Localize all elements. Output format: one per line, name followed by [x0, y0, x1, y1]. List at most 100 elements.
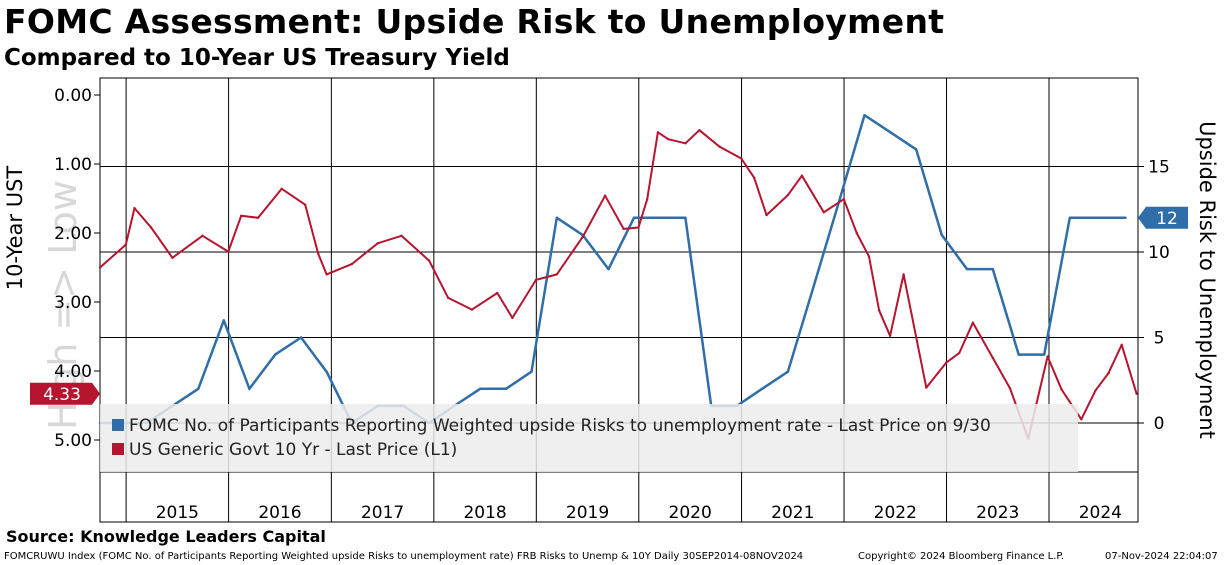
chart-subtitle: Compared to 10-Year US Treasury Yield: [4, 45, 510, 71]
treasury-point-32: [718, 145, 721, 148]
treasury-point-13: [350, 262, 353, 266]
fomc-point-36: [1068, 216, 1072, 219]
x-tick-label-2022: 2022: [874, 503, 917, 523]
fomc-point-19: [607, 267, 610, 271]
treasury-point-24: [603, 194, 607, 197]
x-tick-label-2020: 2020: [669, 503, 712, 523]
fomc-point-37: [1094, 216, 1097, 219]
chart-title: FOMC Assessment: Upside Risk to Unemploy…: [4, 2, 945, 41]
treasury-point-52: [1046, 355, 1049, 358]
fomc-point-6: [274, 353, 277, 356]
fomc-point-29: [889, 131, 892, 134]
right-last-value-tag: [1138, 206, 1188, 229]
left-tick-label-5: 5.00: [54, 431, 92, 451]
x-tick-label-2023: 2023: [976, 503, 1019, 523]
treasury-point-22: [555, 273, 558, 276]
treasury-point-10: [304, 203, 307, 206]
treasury-point-33: [740, 157, 743, 160]
footer-security-info: FOMCRUWU Index (FOMC No. of Participants…: [4, 551, 804, 562]
fomc-point-34: [1017, 353, 1020, 356]
treasury-point-6: [227, 250, 230, 253]
treasury-point-48: [971, 321, 975, 324]
treasury-point-35: [765, 213, 768, 217]
treasury-point-49: [991, 356, 994, 360]
legend-swatch-0: [112, 419, 124, 431]
fomc-point-4: [222, 319, 225, 322]
left-tick-label-2: 2.00: [54, 224, 92, 244]
legend: FOMC No. of Participants Reporting Weigh…: [100, 404, 1078, 472]
right-tick-label-1: 5: [1154, 329, 1165, 349]
treasury-point-23: [581, 235, 584, 239]
treasury-point-55: [1094, 389, 1097, 392]
treasury-point-38: [822, 211, 825, 214]
treasury-point-39: [842, 198, 845, 201]
footer-copyright: Copyright© 2024 Bloomberg Finance L.P.: [858, 551, 1065, 562]
fomc-point-16: [530, 370, 533, 373]
treasury-point-17: [447, 296, 450, 300]
treasury-point-43: [888, 334, 892, 337]
x-tick-label-2019: 2019: [566, 503, 609, 523]
fomc-point-5: [248, 387, 251, 390]
x-tick-label-2016: 2016: [258, 503, 301, 523]
treasury-point-47: [958, 351, 961, 355]
treasury-point-18: [470, 308, 474, 311]
treasury-point-7: [240, 214, 243, 217]
left-last-value-label: 4.33: [43, 385, 81, 405]
treasury-point-19: [496, 291, 499, 295]
x-tick-label-2018: 2018: [463, 503, 506, 523]
treasury-point-40: [855, 231, 858, 235]
legend-label-0: FOMC No. of Participants Reporting Weigh…: [129, 416, 991, 436]
treasury-point-1: [124, 243, 128, 246]
treasury-point-21: [534, 278, 538, 282]
treasury-point-46: [945, 361, 948, 364]
right-axis-title: Upside Risk to Unemployment: [1195, 121, 1219, 439]
treasury-point-28: [656, 131, 660, 134]
fomc-point-25: [786, 370, 790, 373]
fomc-point-14: [479, 387, 482, 390]
fomc-point-3: [197, 387, 200, 390]
treasury-point-45: [925, 386, 928, 389]
x-tick-label-2024: 2024: [1079, 503, 1122, 523]
left-tick-label-0: 0.00: [54, 86, 92, 106]
fomc-point-33: [991, 267, 994, 271]
treasury-point-56: [1107, 371, 1110, 375]
treasury-point-20: [511, 316, 514, 320]
treasury-point-37: [800, 174, 804, 177]
treasury-point-14: [376, 242, 379, 245]
footer-timestamp: 07-Nov-2024 22:04:07: [1105, 551, 1218, 562]
treasury-point-15: [400, 234, 403, 237]
legend-box: [100, 404, 1078, 472]
treasury-point-50: [1008, 387, 1012, 390]
treasury-point-9: [280, 187, 283, 190]
treasury-point-54: [1080, 418, 1083, 421]
fomc-point-21: [684, 216, 687, 219]
treasury-point-25: [622, 227, 625, 231]
right-tick-label-0: 0: [1154, 414, 1165, 434]
treasury-point-41: [867, 255, 871, 258]
fomc-point-35: [1043, 353, 1046, 356]
treasury-point-44: [902, 273, 905, 276]
fomc-point-24: [760, 387, 764, 390]
left-tick-label-1: 1.00: [54, 155, 92, 175]
fomc-point-32: [965, 267, 969, 271]
treasury-point-2: [133, 207, 136, 210]
left-tick-label-4: 4.00: [54, 362, 92, 382]
treasury-point-42: [877, 309, 881, 312]
fomc-point-8: [325, 370, 328, 373]
fomc-point-38: [1124, 216, 1127, 219]
treasury-point-29: [667, 138, 670, 141]
treasury-point-34: [753, 176, 756, 179]
treasury-point-16: [427, 259, 431, 262]
treasury-point-12: [325, 273, 328, 276]
source-note: Source: Knowledge Leaders Capital: [6, 527, 326, 546]
left-axis-title: 10-Year UST: [3, 166, 27, 291]
treasury-point-8: [256, 216, 260, 219]
x-tick-label-2015: 2015: [156, 503, 199, 523]
fomc-point-28: [863, 114, 866, 117]
treasury-point-30: [684, 142, 687, 145]
legend-swatch-1: [112, 443, 124, 455]
treasury-point-31: [698, 129, 701, 132]
treasury-point-36: [786, 193, 790, 197]
legend-label-1: US Generic Govt 10 Yr - Last Price (L1): [129, 440, 457, 460]
fomc-point-20: [632, 216, 636, 219]
